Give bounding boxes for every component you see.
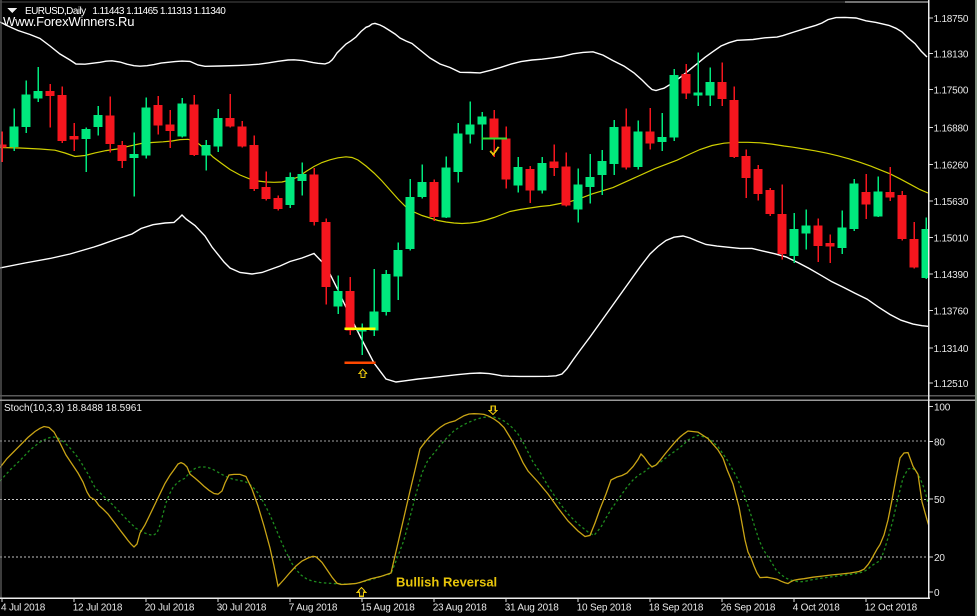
svg-text:0: 0	[934, 588, 940, 599]
svg-text:12 Oct 2018: 12 Oct 2018	[865, 603, 918, 614]
svg-text:4 Jul 2018: 4 Jul 2018	[1, 603, 46, 614]
svg-text:80: 80	[934, 437, 945, 448]
svg-text:31 Aug 2018: 31 Aug 2018	[505, 603, 560, 614]
svg-text:100: 100	[934, 403, 951, 414]
svg-text:1.15630: 1.15630	[934, 197, 969, 208]
svg-text:15 Aug 2018: 15 Aug 2018	[361, 603, 416, 614]
svg-text:1.18750: 1.18750	[934, 14, 969, 25]
svg-text:1.15010: 1.15010	[934, 234, 969, 245]
svg-text:10 Sep 2018: 10 Sep 2018	[577, 603, 632, 614]
svg-text:1.16260: 1.16260	[934, 160, 969, 171]
svg-text:30 Jul 2018: 30 Jul 2018	[217, 603, 267, 614]
svg-text:20: 20	[934, 553, 945, 564]
svg-text:50: 50	[934, 495, 945, 506]
svg-text:1.17500: 1.17500	[934, 85, 969, 96]
svg-text:18 Sep 2018: 18 Sep 2018	[649, 603, 704, 614]
svg-text:1.13760: 1.13760	[934, 307, 969, 318]
svg-text:1.16880: 1.16880	[934, 123, 969, 134]
svg-text:20 Jul 2018: 20 Jul 2018	[145, 603, 195, 614]
svg-text:12 Jul 2018: 12 Jul 2018	[73, 603, 123, 614]
svg-text:26 Sep 2018: 26 Sep 2018	[721, 603, 776, 614]
svg-text:4 Oct 2018: 4 Oct 2018	[793, 603, 841, 614]
svg-text:23 Aug 2018: 23 Aug 2018	[433, 603, 488, 614]
svg-text:Www.ForexWinners.Ru: Www.ForexWinners.Ru	[3, 14, 134, 29]
svg-text:1.14390: 1.14390	[934, 270, 969, 281]
svg-text:Stoch(10,3,3) 18.8488 18.5961: Stoch(10,3,3) 18.8488 18.5961	[4, 403, 142, 414]
svg-text:7 Aug 2018: 7 Aug 2018	[289, 603, 338, 614]
svg-text:Bullish Reversal: Bullish Reversal	[396, 575, 497, 590]
svg-text:1.13140: 1.13140	[934, 344, 969, 355]
svg-text:EURUSD,Daily 1.11443 1.11465: EURUSD,Daily 1.11443 1.11465 1.11313 1.1…	[25, 6, 226, 17]
svg-text:1.12510: 1.12510	[934, 379, 969, 390]
svg-text:1.18130: 1.18130	[934, 50, 969, 61]
